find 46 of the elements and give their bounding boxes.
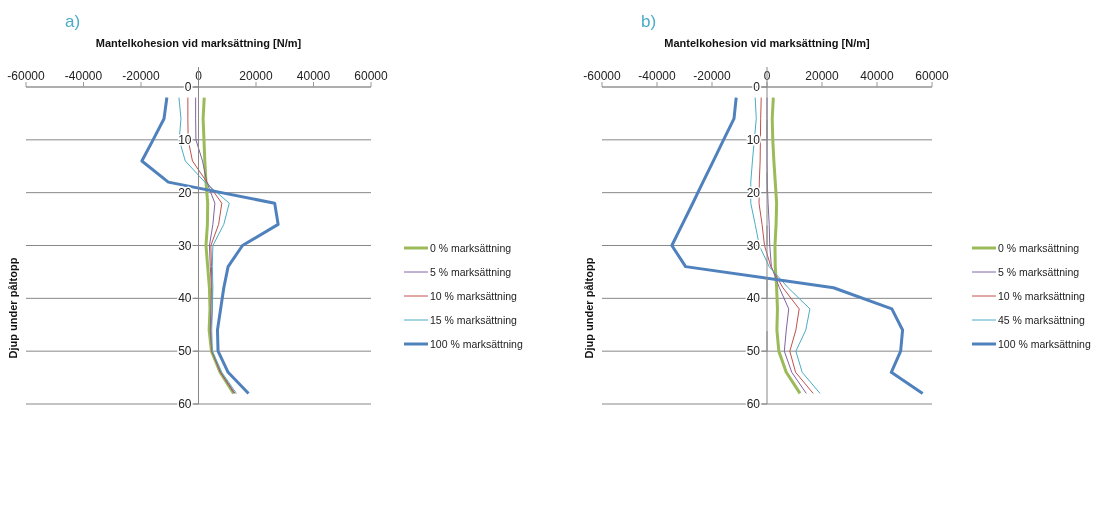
x-tick-label: 20000	[805, 69, 840, 83]
legend-label: 10 % marksättning	[430, 290, 517, 302]
y-tick-label: 40	[746, 291, 761, 306]
x-tick-label: -40000	[64, 69, 103, 83]
legend-label: 0 % marksättning	[998, 242, 1080, 254]
y-tick-label: 60	[746, 397, 761, 411]
x-tick-label: 0	[763, 69, 771, 83]
y-axis-title: Djup under påltopp	[583, 257, 595, 359]
chart-title: a)	[65, 12, 81, 32]
x-tick-label: 40000	[296, 69, 331, 83]
chart-title: b)	[641, 12, 657, 32]
y-tick-label: 20	[746, 185, 761, 200]
legend-label: 0 % marksättning	[430, 242, 512, 254]
x-tick-label: 40000	[860, 69, 895, 83]
legend-label: 100 % marksättning	[430, 338, 523, 350]
line-series	[140, 96, 280, 395]
y-tick-label: 10	[746, 132, 761, 147]
y-tick-label: 30	[178, 238, 192, 253]
line-series	[758, 97, 814, 394]
legend-label: 15 % marksättning	[430, 314, 517, 326]
y-tick-label: 0	[184, 80, 192, 94]
legend-label: 5 % marksättning	[430, 266, 512, 278]
x-tick-label: 60000	[915, 69, 950, 83]
x-axis-title: Mantelkohesion vid marksättning [N/m]	[94, 37, 303, 49]
x-tick-label: 60000	[354, 69, 389, 83]
x-tick-label: -20000	[693, 69, 731, 83]
x-tick-label: -40000	[638, 69, 676, 83]
y-axis-title: Djup under påltopp	[7, 257, 19, 359]
x-tick-label: -20000	[122, 69, 160, 83]
legend-label: 100 % marksättning	[998, 338, 1091, 350]
y-tick-label: 30	[746, 238, 761, 253]
x-tick-label: 20000	[239, 69, 274, 83]
line-series	[670, 96, 925, 395]
line-series	[178, 97, 237, 394]
x-axis-title: Mantelkohesion vid marksättning [N/m]	[663, 37, 871, 49]
y-tick-label: 40	[178, 291, 192, 306]
legend-label: 5 % marksättning	[998, 266, 1080, 278]
y-tick-label: 50	[746, 344, 761, 359]
y-tick-label: 0	[753, 80, 761, 94]
legend-label: 10 % marksättning	[998, 290, 1085, 302]
y-tick-label: 60	[178, 397, 192, 411]
x-tick-label: -60000	[7, 69, 45, 83]
legend-label: 45 % marksättning	[998, 314, 1085, 326]
x-tick-label: -60000	[583, 69, 621, 83]
y-tick-label: 50	[178, 344, 192, 359]
y-tick-label: 20	[178, 185, 192, 200]
